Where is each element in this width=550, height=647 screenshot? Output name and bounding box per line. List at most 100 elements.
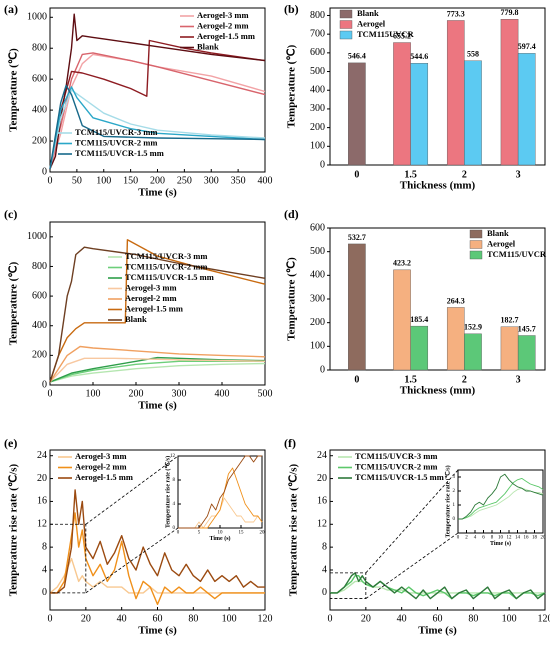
x-tick-label: 0 [48, 175, 53, 186]
x-tick-label: 4 [474, 536, 477, 541]
x-axis-label: Time (s) [418, 625, 457, 637]
legend-label: Aerogel-1.5 mm [197, 31, 255, 41]
x-tick-label: 16 [524, 536, 530, 541]
legend-label: TCM115/UVCR-2 mm [75, 137, 157, 147]
x-tick-label: 2 [462, 374, 467, 385]
panel-label: (b) [284, 2, 299, 16]
x-tick-label: 20 [81, 613, 91, 624]
bar [348, 62, 366, 166]
x-tick-label: 20 [361, 613, 371, 624]
x-tick-label: 2 [465, 536, 468, 541]
y-tick-label: 0 [42, 379, 47, 390]
legend-label: TCM115/UVCR-1.5 mm [355, 472, 444, 482]
x-tick-label: 100 [502, 613, 517, 624]
y-tick-label: 20 [317, 473, 327, 484]
x-axis-label: Thickness (mm) [400, 180, 476, 192]
bar [348, 243, 366, 371]
x-tick-label: 150 [123, 175, 138, 186]
x-tick-label: 15 [239, 531, 245, 536]
y-tick-label: 0 [453, 517, 456, 522]
y-tick-label: 400 [32, 320, 47, 331]
y-tick-label: 12 [37, 519, 47, 530]
x-tick-label: 60 [153, 613, 163, 624]
bar-value-label: 779.8 [501, 8, 519, 17]
y-tick-label: 4 [173, 502, 176, 507]
bar-value-label: 773.3 [447, 9, 465, 18]
x-tick-label: 400 [258, 175, 273, 186]
y-axis-label: Temperature (℃) [8, 261, 20, 345]
y-tick-label: 400 [310, 85, 325, 96]
bar [393, 269, 411, 371]
legend-swatch [469, 250, 483, 260]
bar [464, 60, 482, 166]
legend-label: TCM115/UVCR-3 mm [125, 251, 207, 261]
legend-label: Aerogel-2 mm [125, 293, 177, 303]
legend-swatch [339, 30, 353, 40]
y-tick-label: 0 [42, 166, 47, 177]
x-tick-label: 1.5 [404, 169, 417, 180]
legend-label: TCM115/UVCR-1.5 mm [125, 272, 214, 282]
series-line [49, 357, 266, 383]
y-tick-label: 0 [42, 587, 47, 598]
legend-label: TCM115/UVCR-2 mm [125, 261, 207, 271]
inset-background [458, 470, 543, 533]
y-tick-label: 400 [32, 104, 47, 115]
y-tick-label: 20 [37, 473, 47, 484]
series-line [330, 572, 546, 600]
legend-label: Aerogel-3 mm [197, 10, 249, 20]
x-axis-label: Time (s) [490, 540, 511, 547]
x-axis-label: Time (s) [138, 187, 177, 199]
y-tick-label: 8 [322, 541, 327, 552]
legend-label: Aerogel-2 mm [197, 20, 249, 30]
series-line [49, 246, 266, 383]
y-tick-label: 0 [320, 159, 325, 170]
x-tick-label: 10 [498, 536, 504, 541]
series-line [330, 575, 546, 600]
series-line [49, 362, 266, 383]
y-tick-label: 300 [310, 293, 325, 304]
x-tick-label: 20 [541, 536, 547, 541]
zoom-connector [85, 455, 179, 525]
y-tick-label: 3 [453, 475, 456, 480]
x-tick-label: 0 [48, 613, 53, 624]
legend-label: TCM115/UVCR-1.5 mm [75, 148, 164, 158]
legend-label: Aerogel-2 mm [75, 461, 127, 471]
plot-frame [329, 7, 546, 166]
y-tick-label: 200 [32, 350, 47, 361]
x-tick-label: 350 [231, 175, 246, 186]
panel-label: (c) [4, 207, 17, 221]
x-tick-label: 0 [328, 613, 333, 624]
x-tick-label: 50 [72, 175, 82, 186]
legend-label: Aerogel-1.5 mm [75, 472, 133, 482]
series-line [178, 455, 262, 529]
x-tick-label: 250 [177, 175, 192, 186]
legend-label: Aerogel-1.5 mm [125, 303, 183, 313]
series-line [49, 86, 266, 170]
x-tick-label: 0 [354, 374, 359, 385]
y-tick-label: 0 [320, 364, 325, 375]
x-axis-label: Time (s) [138, 400, 177, 412]
y-tick-label: 600 [310, 222, 325, 233]
legend-label: Blank [357, 8, 379, 18]
series-line [458, 487, 544, 520]
y-tick-label: 100 [310, 141, 325, 152]
legend-label: Blank [197, 41, 219, 51]
y-tick-label: 8 [42, 541, 47, 552]
bar [500, 326, 519, 371]
panel-label: (e) [4, 436, 17, 450]
y-tick-label: 24 [317, 450, 327, 461]
legend-label: Aerogel [487, 238, 516, 248]
x-tick-label: 5 [198, 531, 201, 536]
y-tick-label: 4 [42, 564, 47, 575]
y-axis-label: Temperature (℃) [286, 44, 298, 128]
legend-label: TCM115/UVCR [487, 249, 547, 259]
y-tick-label: 800 [32, 261, 47, 272]
y-tick-label: 800 [310, 10, 325, 21]
bar-value-label: 264.3 [447, 296, 465, 305]
legend-swatch [469, 229, 483, 239]
x-tick-label: 300 [172, 388, 187, 399]
series-line [50, 512, 265, 605]
series-line [49, 39, 266, 170]
y-tick-label: 0 [322, 587, 327, 598]
